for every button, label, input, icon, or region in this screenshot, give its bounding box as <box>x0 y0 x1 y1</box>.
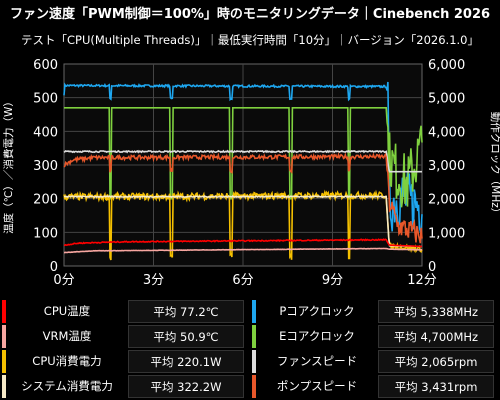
legend-item: システム消費電力 平均 322.2W <box>0 375 250 398</box>
y-right-tick-label: 1,000 <box>428 226 465 241</box>
x-tick-label: 0分 <box>53 273 74 288</box>
chart-title: ファン速度「PWM制御＝100%」時のモニタリングデータ｜Cinebench 2… <box>9 7 491 22</box>
legend-average-value: 平均 50.9℃ <box>128 325 244 348</box>
legend-average-value: 平均 3,431rpm <box>378 375 494 398</box>
y-left-tick-label: 200 <box>33 193 58 208</box>
legend-average-value: 平均 77.2℃ <box>128 300 244 323</box>
legend-item: CPU温度 平均 77.2℃ <box>0 300 250 323</box>
legend-average-value: 平均 322.2W <box>128 375 244 398</box>
legend-series-name: Eコアクロック <box>279 329 355 343</box>
y-right-tick-label: 4,000 <box>428 125 465 140</box>
series-line-0 <box>63 81 423 233</box>
legend-series-name: ポンプスピード <box>276 379 358 393</box>
y-left-axis-label: 温度（℃）／消費電力（W） <box>2 96 15 234</box>
y-left-tick-label: 600 <box>33 58 58 73</box>
legend-swatch <box>2 350 6 373</box>
legend-average-value: 平均 220.1W <box>128 350 244 373</box>
legend-series-name: Pコアクロック <box>279 304 355 318</box>
legend-swatch <box>2 325 6 348</box>
legend-item: VRM温度 平均 50.9℃ <box>0 325 250 348</box>
y-right-tick-label: 3,000 <box>428 159 465 174</box>
legend-average-value: 平均 5,338MHz <box>378 300 494 323</box>
legend-series-name: VRM温度 <box>42 329 92 343</box>
series-line-2 <box>63 149 422 173</box>
legend-item: ファンスピード 平均 2,065rpm <box>250 350 500 373</box>
legend-series-name: CPU消費電力 <box>32 354 102 368</box>
y-right-tick-label: 2,000 <box>428 193 465 208</box>
y-right-tick-label: 6,000 <box>428 58 465 73</box>
legend-series-name: CPU温度 <box>43 304 91 318</box>
y-left-tick-label: 0 <box>50 260 58 275</box>
legend-series-name: システム消費電力 <box>21 379 113 393</box>
legend-average-value: 平均 4,700MHz <box>378 325 494 348</box>
series-line-7 <box>64 247 422 254</box>
legend-swatch <box>252 375 256 398</box>
legend-series-name: ファンスピード <box>276 354 358 368</box>
legend-swatch <box>2 300 6 323</box>
series-line-6 <box>63 238 423 248</box>
legend-item: Pコアクロック 平均 5,338MHz <box>250 300 500 323</box>
legend-table: CPU温度 平均 77.2℃ Pコアクロック 平均 5,338MHz VRM温度 平均 5… <box>0 296 500 400</box>
legend-item: Eコアクロック 平均 4,700MHz <box>250 325 500 348</box>
legend-item: ポンプスピード 平均 3,431rpm <box>250 375 500 398</box>
x-tick-label: 12分 <box>407 273 437 288</box>
x-tick-label: 9分 <box>322 273 343 288</box>
legend-swatch <box>252 325 256 348</box>
legend-average-value: 平均 2,065rpm <box>378 350 494 373</box>
monitoring-chart: 0 0 100 1,000 200 2,000 300 3,000 400 4,000 500 5,0… <box>2 58 500 288</box>
legend-item: CPU消費電力 平均 220.1W <box>0 350 250 373</box>
chart-subtitle: テスト「CPU(Multiple Threads)」｜最低実行時間「10分」｜バ… <box>20 33 479 47</box>
y-right-axis-label: 動作クロック（MHz） <box>489 112 500 218</box>
y-left-tick-label: 300 <box>33 159 58 174</box>
legend-swatch <box>252 350 256 373</box>
legend-swatch <box>2 375 6 398</box>
series-line-5 <box>63 195 422 248</box>
series-line-3 <box>63 152 423 244</box>
y-left-tick-label: 100 <box>33 226 58 241</box>
series-line-1 <box>64 107 423 208</box>
y-left-tick-label: 500 <box>33 92 58 107</box>
x-tick-label: 3分 <box>143 273 164 288</box>
y-left-tick-label: 400 <box>33 125 58 140</box>
legend-swatch <box>252 300 256 323</box>
x-tick-label: 6分 <box>232 273 253 288</box>
y-right-tick-label: 0 <box>428 260 436 275</box>
series-line-4 <box>63 189 423 261</box>
y-right-tick-label: 5,000 <box>428 92 465 107</box>
